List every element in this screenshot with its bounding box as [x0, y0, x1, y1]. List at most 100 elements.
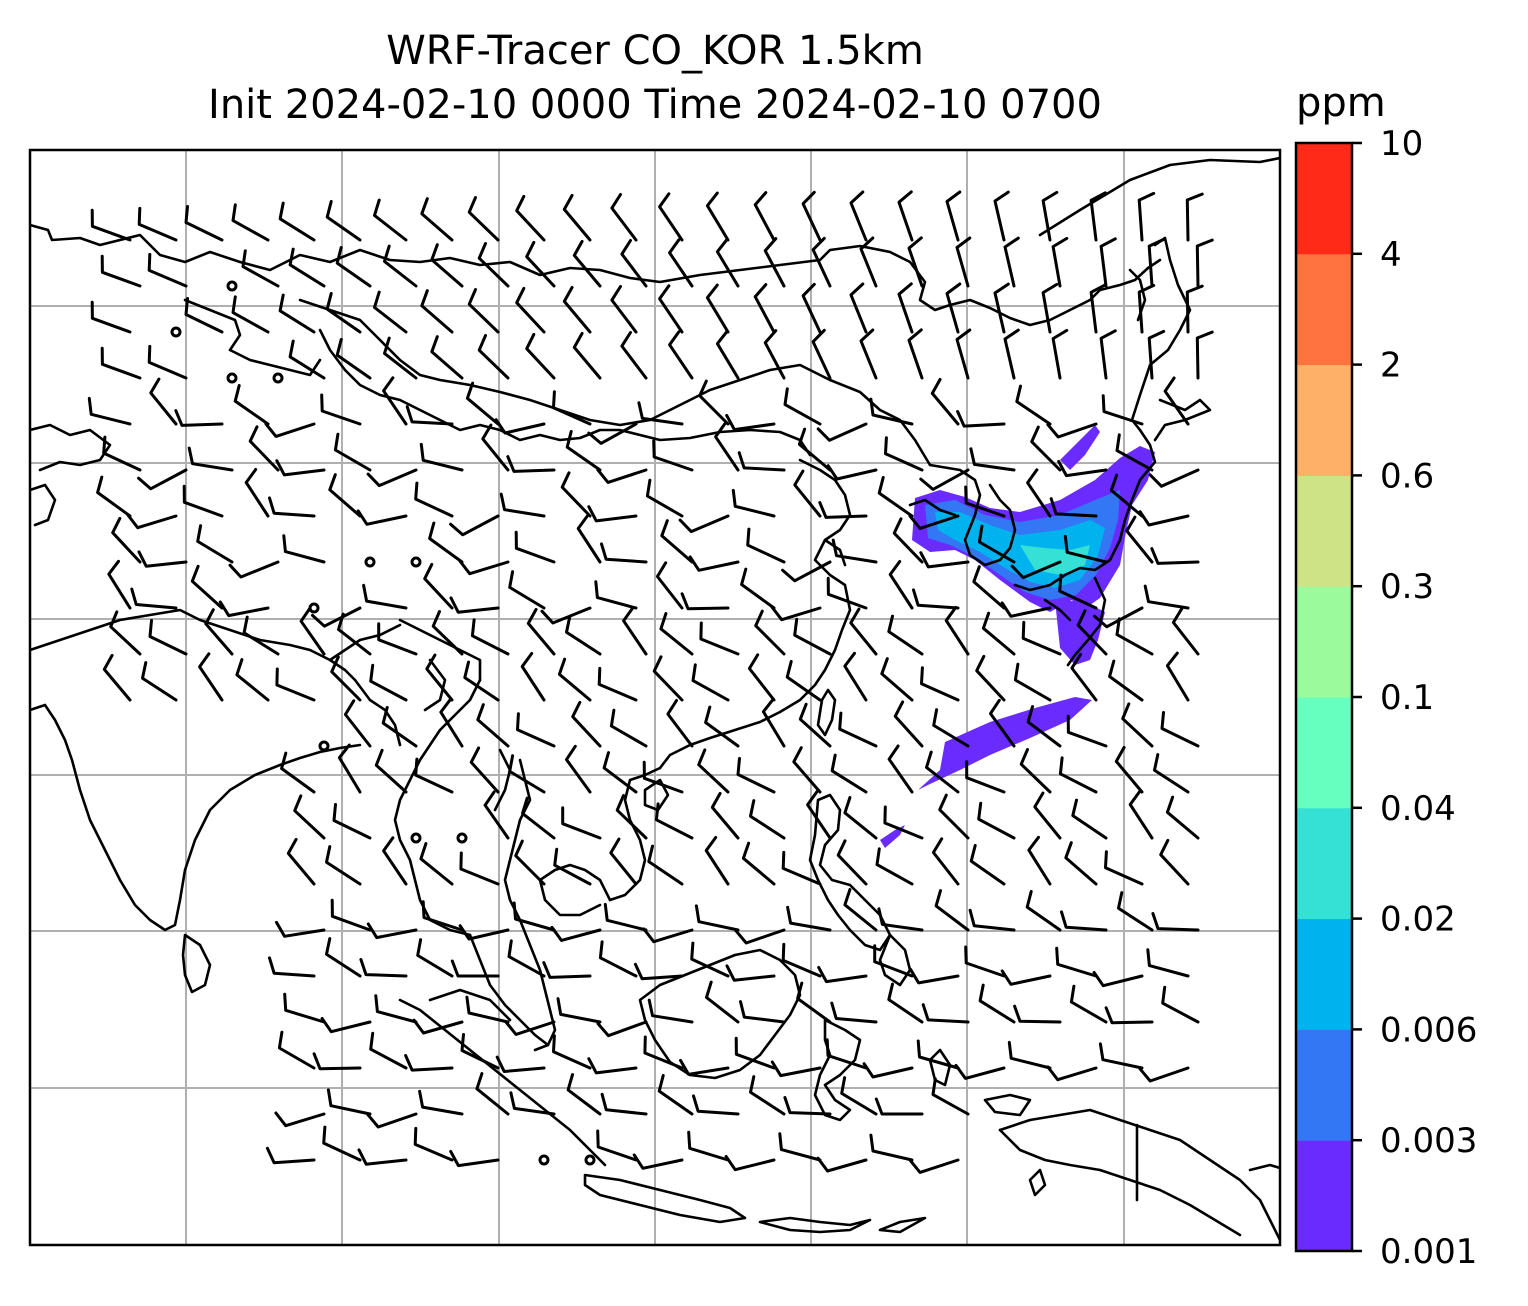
wind-barb: [1019, 748, 1052, 794]
wind-barb: [428, 521, 464, 564]
wind-barb: [526, 607, 556, 656]
wind-barb: [830, 1001, 878, 1024]
wind-barb: [423, 562, 454, 610]
wind-barb: [668, 238, 694, 288]
wind-barb: [242, 615, 280, 656]
wind-barb: [945, 190, 962, 242]
colorbar-segment: [1296, 586, 1352, 698]
wind-barb: [439, 697, 464, 748]
wind-barb: [414, 481, 454, 518]
wind-barb: [552, 1034, 592, 1070]
wind-barb: [1114, 745, 1144, 794]
wind-barb: [1092, 971, 1144, 988]
wind-barb: [377, 622, 418, 656]
wind-barb: [515, 286, 546, 334]
wind-barb: [652, 655, 684, 702]
calm-wind-marker: [584, 1154, 596, 1166]
wind-barb: [633, 962, 684, 981]
wind-barb: [1057, 460, 1108, 478]
wind-barb: [763, 329, 786, 380]
wind-barb: [1051, 236, 1069, 288]
wind-barb: [680, 592, 730, 611]
wind-barb: [198, 652, 224, 702]
wind-barb: [330, 655, 362, 702]
wind-barb: [969, 447, 1016, 472]
wind-barb: [945, 282, 962, 334]
wind-barb: [925, 750, 960, 794]
wind-barb: [572, 331, 602, 380]
wind-barb: [562, 285, 592, 334]
wind-barb: [268, 956, 316, 978]
wind-barb: [1046, 1065, 1098, 1082]
wind-barb: [1060, 910, 1108, 932]
wind-barb: [908, 514, 960, 530]
wind-barb: [1125, 515, 1154, 564]
wind-barb: [907, 328, 924, 380]
wind-barb: [299, 606, 326, 656]
wind-barb: [326, 1088, 372, 1116]
wind-barb: [965, 760, 1006, 794]
wind-barb: [325, 845, 362, 886]
wind-barb: [792, 746, 822, 794]
wind-barb: [560, 471, 592, 518]
wind-barb: [877, 476, 914, 518]
wind-barb: [1147, 329, 1166, 380]
wind-barb: [509, 1091, 556, 1116]
wind-barb: [381, 706, 418, 748]
colorbar-segment: [1296, 253, 1352, 366]
wind-barb: [843, 888, 878, 932]
wind-barb: [793, 617, 832, 656]
wind-barb: [908, 967, 960, 985]
wind-barb: [797, 427, 832, 472]
wind-barb: [817, 966, 868, 984]
wind-barb: [598, 940, 638, 978]
wind-barb: [714, 422, 740, 472]
wind-barb: [383, 336, 418, 380]
wind-barb: [431, 610, 464, 656]
colorbar-segment: [1296, 1029, 1352, 1141]
wind-barb: [322, 1125, 362, 1162]
wind-barb: [90, 300, 132, 334]
wind-barb: [1013, 1004, 1062, 1024]
colorbar-segment: [1296, 807, 1352, 920]
wind-barbs: [87, 190, 1214, 1174]
wind-barb: [418, 1089, 464, 1116]
wind-barb: [414, 757, 454, 794]
wind-barb: [801, 190, 822, 242]
wind-barb: [956, 410, 1006, 428]
wind-barb: [811, 328, 832, 380]
wind-barb: [425, 653, 454, 702]
wind-barb: [587, 1057, 638, 1075]
wind-barb: [968, 908, 1016, 932]
colorbar-tick-label: 0.006: [1380, 1010, 1477, 1050]
wind-barb: [320, 1017, 372, 1034]
wind-barb: [1049, 497, 1098, 518]
wind-barb: [1171, 607, 1200, 656]
wind-barb: [770, 1060, 822, 1078]
wind-barb: [330, 898, 372, 932]
wind-barb: [458, 924, 510, 941]
wind-barb: [610, 285, 638, 334]
wind-barb: [793, 469, 822, 518]
wind-barb: [694, 904, 740, 932]
wind-barb: [420, 289, 454, 334]
wind-barb: [556, 997, 602, 1024]
wind-barb: [312, 1052, 362, 1071]
wind-barb: [275, 920, 326, 938]
wind-barb: [1025, 890, 1062, 932]
wind-barb: [893, 700, 924, 748]
colorbar-segment: [1296, 918, 1352, 1030]
wind-barb: [1070, 653, 1098, 702]
wind-barb: [880, 657, 914, 702]
wind-barb: [148, 619, 188, 656]
wind-barb: [916, 1039, 960, 1070]
wind-barb: [1109, 473, 1144, 518]
wind-barb: [597, 666, 638, 702]
wind-barb: [1115, 433, 1154, 472]
wind-barb: [749, 799, 786, 840]
wind-barb: [1026, 705, 1062, 748]
wind-barb: [715, 237, 740, 288]
wind-barb: [849, 190, 868, 242]
wind-barb: [875, 847, 914, 886]
wind-barb: [1153, 753, 1190, 794]
